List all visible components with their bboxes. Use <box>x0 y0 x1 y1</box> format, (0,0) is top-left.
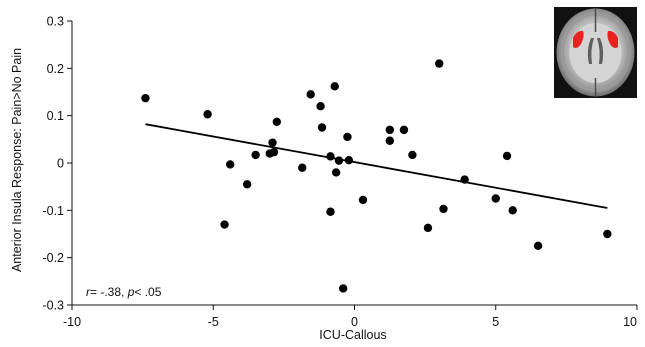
data-point <box>399 125 409 135</box>
data-point <box>435 59 444 68</box>
data-point <box>330 82 339 91</box>
data-point <box>339 284 348 293</box>
right-ventricle <box>597 38 604 64</box>
y-tick-label: 0.2 <box>47 62 64 76</box>
data-point <box>502 151 512 161</box>
y-axis-ticks: 0.3 0.2 0.1 0 -0.1 -0.2 -0.3 <box>42 15 72 313</box>
data-point <box>491 194 500 203</box>
x-tick-label: -10 <box>63 315 81 329</box>
data-point <box>251 150 260 160</box>
r-symbol: r <box>86 285 91 299</box>
data-point <box>460 175 469 184</box>
data-point <box>358 195 368 205</box>
y-tick-label: -0.3 <box>42 299 64 313</box>
x-axis-ticks: -10 -5 0 5 10 <box>63 305 638 329</box>
data-point <box>508 206 517 215</box>
data-point <box>533 241 543 251</box>
data-point <box>603 229 612 239</box>
brain-inset-image <box>554 7 637 98</box>
data-point <box>385 136 395 145</box>
data-point <box>317 123 327 132</box>
data-point <box>334 156 344 165</box>
data-point <box>269 147 279 157</box>
data-points <box>141 59 612 293</box>
data-point <box>316 102 325 111</box>
data-point <box>226 160 235 169</box>
y-axis-title: Anterior Insula Response: Pain>No Pain <box>10 48 24 272</box>
y-tick-label: 0 <box>57 157 64 171</box>
r-value: = -.38, <box>90 285 128 299</box>
data-point <box>423 223 433 233</box>
data-point <box>141 93 150 103</box>
data-point <box>344 155 354 165</box>
left-ventricle <box>587 38 594 64</box>
x-axis-title: ICU-Callous <box>319 328 386 342</box>
x-tick-label: 5 <box>492 315 499 329</box>
data-point <box>298 163 307 172</box>
y-tick-label: 0.1 <box>47 109 64 123</box>
data-point <box>268 138 277 147</box>
x-tick-label: 0 <box>351 315 358 329</box>
left-anterior-insula-highlight <box>573 30 584 48</box>
regression-line <box>145 123 608 209</box>
data-point <box>439 204 448 214</box>
p-symbol: p <box>127 285 135 299</box>
data-point <box>331 168 341 177</box>
data-point <box>408 150 417 160</box>
data-point <box>343 132 352 142</box>
data-point <box>326 152 335 161</box>
data-point <box>326 207 335 216</box>
y-tick-label: 0.3 <box>47 15 64 29</box>
x-tick-label: -5 <box>208 315 219 329</box>
y-tick-label: -0.1 <box>42 204 64 218</box>
correlation-annotation: r= -.38, p< .05 <box>86 285 162 299</box>
data-point <box>272 117 282 127</box>
data-point <box>220 220 229 229</box>
y-tick-label: -0.2 <box>42 251 64 265</box>
p-value: < .05 <box>134 285 161 299</box>
x-tick-label: 10 <box>623 315 637 329</box>
data-point <box>306 90 315 99</box>
data-point <box>385 125 395 135</box>
data-point <box>203 110 212 119</box>
data-point <box>242 180 252 189</box>
right-anterior-insula-highlight <box>607 30 618 48</box>
